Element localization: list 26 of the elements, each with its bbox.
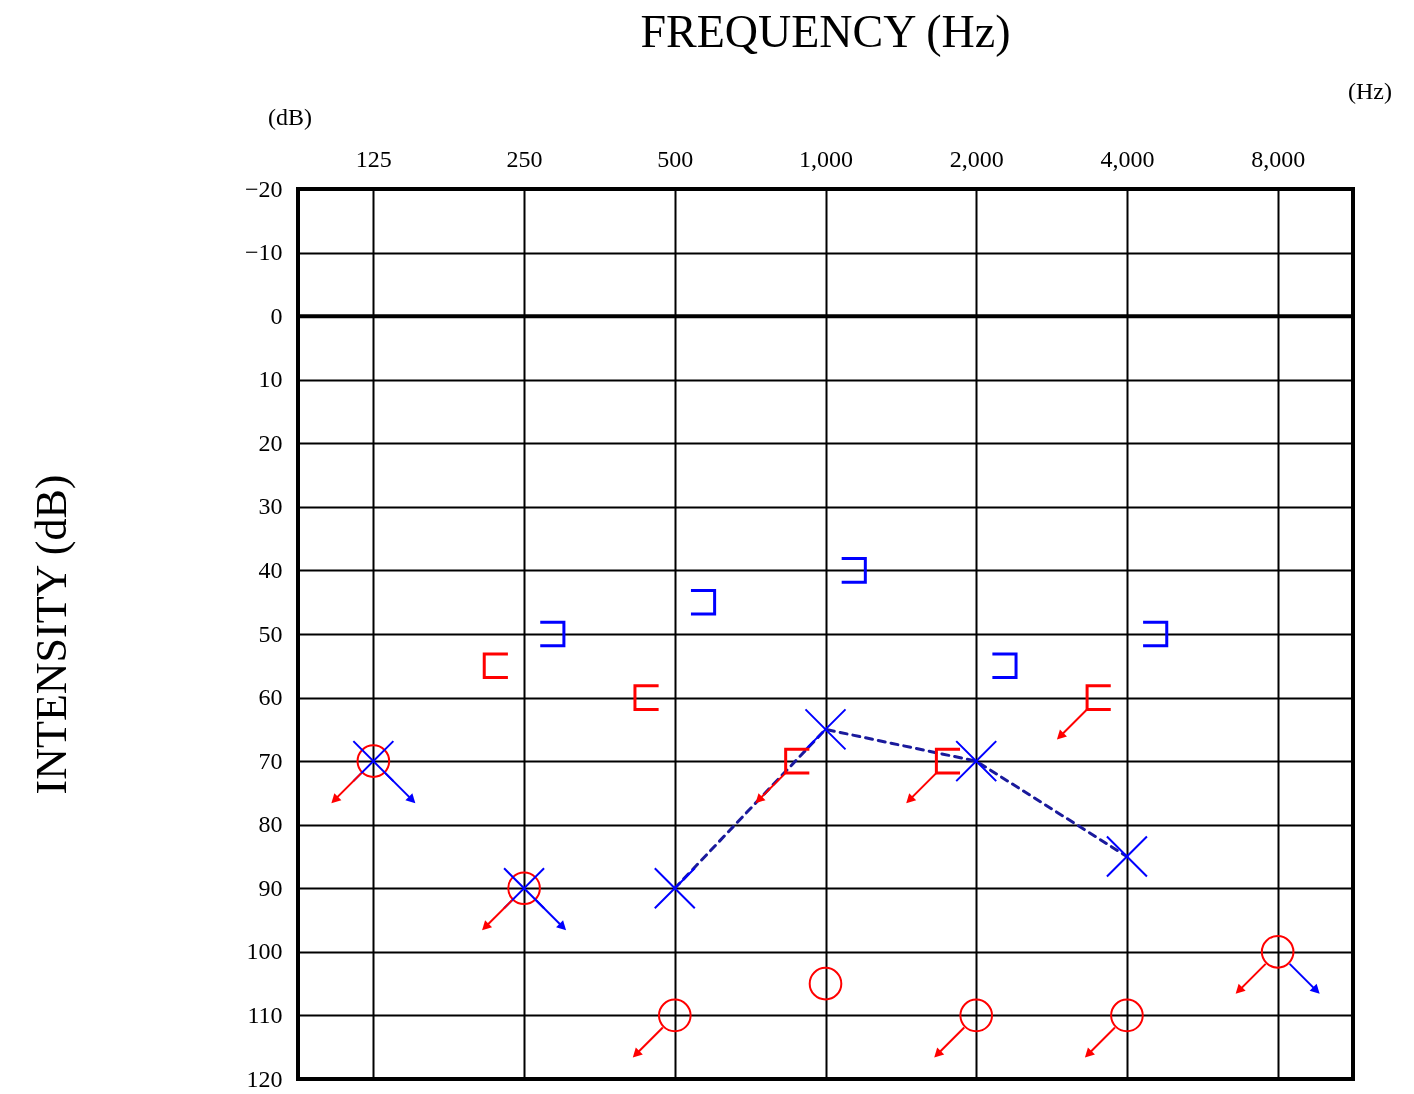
y-tick-label: −20: [244, 175, 283, 202]
x-tick-label: 500: [657, 145, 694, 172]
y-tick-label: 50: [258, 620, 283, 647]
chart-title: FREQUENCY (Hz): [640, 6, 1011, 57]
y-tick-label: 120: [246, 1065, 283, 1092]
x-tick-label: 4,000: [1100, 145, 1155, 172]
y-tick-label: −10: [244, 239, 283, 266]
x-tick-label: 2,000: [949, 145, 1004, 172]
text: (dB): [268, 104, 312, 131]
y-tick-label: 90: [258, 874, 283, 901]
y-tick-label: 70: [258, 747, 283, 774]
x-tick-label: 8,000: [1251, 145, 1306, 172]
y-tick-label: 40: [258, 556, 283, 583]
y-tick-label: 10: [258, 366, 283, 393]
text: (Hz): [1348, 78, 1392, 105]
y-axis-title: INTENSITY (dB): [26, 474, 76, 795]
y-tick-label: 80: [258, 811, 283, 838]
y-tick-label: 20: [258, 429, 283, 456]
x-tick-label: 1,000: [799, 145, 853, 172]
x-tick-label: 125: [355, 145, 392, 172]
y-tick-label: 110: [247, 1001, 283, 1028]
y-tick-label: 0: [270, 302, 283, 329]
y-tick-label: 30: [258, 493, 283, 520]
y-tick-label: 100: [246, 938, 283, 965]
y-tick-label: 60: [258, 684, 283, 711]
x-tick-label: 250: [506, 145, 543, 172]
